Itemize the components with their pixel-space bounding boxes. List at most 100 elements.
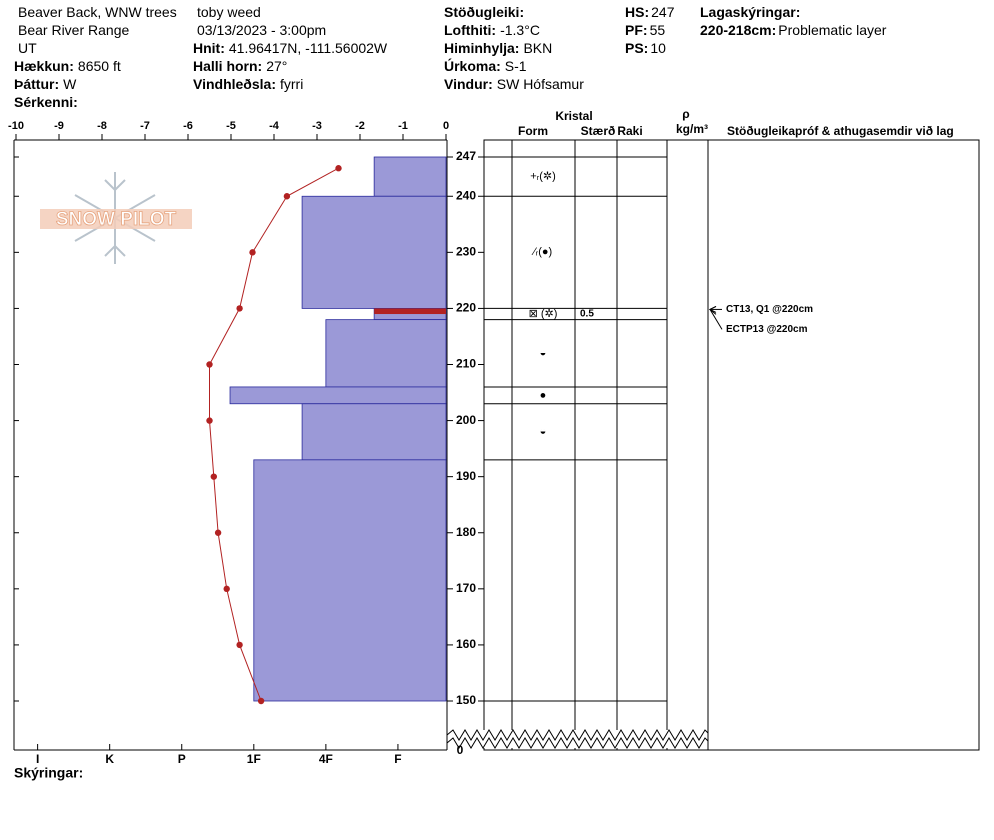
column-header: Stöðugleikapróf & athugasemdir við lag <box>727 124 954 138</box>
header-label: Vindur: <box>444 76 493 92</box>
y-tick-label: 160 <box>456 637 476 651</box>
hardness-bar <box>253 459 447 702</box>
header-field: Stöðugleiki: <box>444 3 524 21</box>
header-field: Lagaskýringar: <box>700 3 800 21</box>
header-label: Þáttur: <box>14 76 60 92</box>
header-field: PF: 55 <box>625 21 665 39</box>
header-label: 220-218cm: <box>700 22 777 38</box>
x-tick-label: -7 <box>140 120 150 132</box>
header-label: PS: <box>625 40 649 56</box>
column-header: Form <box>518 124 548 138</box>
stability-test: ECTP13 @220cm <box>726 324 808 335</box>
x-tick-label: 0 <box>443 120 449 132</box>
hardness-bar <box>229 386 447 405</box>
x-tick-label: -2 <box>355 120 365 132</box>
grain-size: 0.5 <box>580 309 594 320</box>
header-field: 220-218cm: Problematic layer <box>700 21 886 39</box>
header-value: Bear River Range <box>18 22 130 38</box>
header-value: Beaver Back, WNW trees <box>18 4 177 20</box>
header-value: Problematic layer <box>778 22 887 38</box>
temperature-point <box>249 249 256 256</box>
notes-label: Skýringar: <box>14 765 83 781</box>
header-value: 03/13/2023 - 3:00pm <box>197 22 327 38</box>
header-value: 10 <box>650 40 666 56</box>
hardness-bar <box>301 403 447 461</box>
header-field: UT <box>14 39 37 57</box>
x-tick-label: -4 <box>269 120 280 132</box>
header-value: UT <box>18 40 37 56</box>
y-tick-label: 0 <box>457 743 464 757</box>
y-tick-label: 200 <box>456 413 476 427</box>
header-value: W <box>63 76 77 92</box>
temperature-point <box>335 165 342 172</box>
table-frame <box>483 139 980 751</box>
hardness-tick-label: F <box>394 752 401 766</box>
column-header: ρ <box>682 107 689 121</box>
column-header: Raki <box>617 124 642 138</box>
header-value: -1.3°C <box>500 22 540 38</box>
grain-form: ⁄ᵣ(●) <box>531 246 552 258</box>
header-field: Himinhylja: BKN <box>444 39 552 57</box>
y-tick-label: 170 <box>456 581 476 595</box>
y-tick-label: 150 <box>456 693 476 707</box>
header-field: Úrkoma: S-1 <box>444 57 527 75</box>
problem-layer <box>374 308 446 315</box>
header-value: 247 <box>651 4 675 20</box>
header-field: Hækkun: 8650 ft <box>14 57 121 75</box>
header-label: Lofthiti: <box>444 22 497 38</box>
header-value: 27° <box>266 58 288 74</box>
grain-form: ◒ <box>540 347 547 359</box>
header-field: HS: 247 <box>625 3 674 21</box>
header-field: Vindhleðsla: fyrri <box>193 75 303 93</box>
hardness-bar <box>325 319 447 388</box>
header-label: Himinhylja: <box>444 40 520 56</box>
y-tick-label: 210 <box>456 357 476 371</box>
header-field: toby weed <box>193 3 261 21</box>
hardness-tick-label: P <box>178 752 186 766</box>
grain-form: ● <box>540 389 547 401</box>
column-header: kg/m³ <box>676 122 708 136</box>
grain-form: ◒ <box>540 426 547 438</box>
column-header: Stærð <box>581 124 616 138</box>
header-value: BKN <box>523 40 553 56</box>
header-label: PF: <box>625 22 648 38</box>
y-tick-label: 220 <box>456 301 476 315</box>
hardness-tick-label: 4F <box>319 752 333 766</box>
test-arrowhead <box>709 305 717 315</box>
temperature-point <box>236 641 243 649</box>
header-field: Vindur: SW Hófsamur <box>444 75 584 93</box>
x-tick-label: -3 <box>312 120 322 132</box>
column-header: Kristal <box>555 109 592 123</box>
temperature-point <box>206 417 213 424</box>
axis-break <box>446 729 709 741</box>
hardness-tick-label: 1F <box>247 752 261 766</box>
y-tick-label: 240 <box>456 188 476 202</box>
header-field: Hnit: 41.96417N, -111.56002W <box>193 39 387 57</box>
y-tick-label: 230 <box>456 245 476 259</box>
grain-form: +ᵣ(✲) <box>530 171 556 183</box>
temperature-point <box>206 361 213 368</box>
hardness-bar <box>301 195 447 309</box>
hardness-tick-label: I <box>36 752 39 766</box>
header-field: Bear River Range <box>14 21 129 39</box>
hardness-tick-label: K <box>105 752 114 766</box>
header-value: 41.96417N, -111.56002W <box>228 40 388 56</box>
header-field: Beaver Back, WNW trees <box>14 3 177 21</box>
y-tick-label: 247 <box>456 149 476 163</box>
header-label: Úrkoma: <box>444 58 501 74</box>
header-field: Lofthiti: -1.3°C <box>444 21 540 39</box>
header-field: Sérkenni: <box>14 93 78 111</box>
grain-form: ⊠ (✲) <box>529 308 558 320</box>
x-tick-label: -6 <box>183 120 193 132</box>
header-value: 8650 ft <box>77 58 121 74</box>
x-tick-label: -5 <box>226 120 236 132</box>
test-arrow <box>709 309 723 330</box>
temperature-point <box>223 585 230 593</box>
header-label: Stöðugleiki: <box>444 4 525 20</box>
y-tick-label: 190 <box>456 469 476 483</box>
x-tick-label: -9 <box>54 120 64 132</box>
temperature-point <box>257 697 265 705</box>
header-field: PS: 10 <box>625 39 666 57</box>
